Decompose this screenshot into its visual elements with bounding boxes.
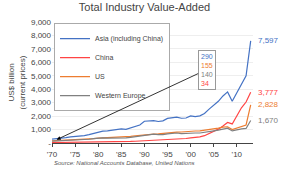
svg-text:5,000: 5,000 — [31, 72, 52, 81]
svg-text:US: US — [95, 73, 105, 80]
svg-text:'05: '05 — [209, 150, 220, 159]
svg-text:1,000: 1,000 — [31, 125, 52, 134]
svg-text:Total Industry Value-Added: Total Industry Value-Added — [79, 1, 210, 13]
svg-text:7,000: 7,000 — [31, 45, 52, 54]
svg-text:3,777: 3,777 — [258, 88, 279, 97]
svg-text:6,000: 6,000 — [31, 58, 52, 67]
svg-text:9,000: 9,000 — [31, 18, 52, 27]
svg-text:Asia (including China): Asia (including China) — [95, 35, 163, 43]
svg-text:'80: '80 — [93, 150, 104, 159]
svg-text:Source: National Accounts Data: Source: National Accounts Database, Unit… — [54, 160, 195, 166]
svg-text:'85: '85 — [116, 150, 127, 159]
svg-text:'70: '70 — [47, 150, 58, 159]
svg-text:7,597: 7,597 — [258, 36, 279, 45]
svg-text:4,000: 4,000 — [31, 85, 52, 94]
svg-text:'75: '75 — [70, 150, 81, 159]
svg-text:29015514034: 29015514034 — [201, 53, 213, 87]
svg-text:'00: '00 — [185, 150, 196, 159]
svg-text:2,828: 2,828 — [258, 100, 279, 109]
svg-text:Western Europe: Western Europe — [95, 92, 146, 100]
svg-text:3,000: 3,000 — [31, 98, 52, 107]
svg-text:US$ billion(current prices): US$ billion(current prices) — [7, 55, 26, 109]
svg-text:'90: '90 — [139, 150, 150, 159]
svg-text:-: - — [48, 139, 51, 148]
svg-text:8,000: 8,000 — [31, 31, 52, 40]
svg-text:1,670: 1,670 — [258, 116, 279, 125]
svg-text:2,000: 2,000 — [31, 112, 52, 121]
svg-text:China: China — [95, 54, 113, 61]
svg-text:'95: '95 — [162, 150, 173, 159]
svg-text:'10: '10 — [232, 150, 243, 159]
